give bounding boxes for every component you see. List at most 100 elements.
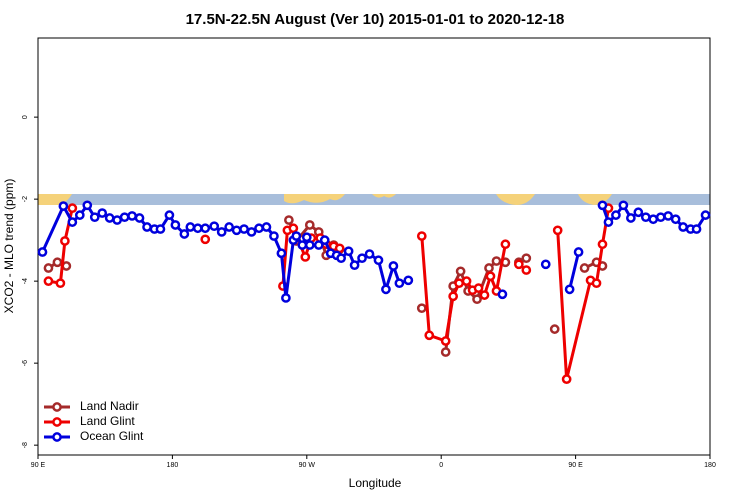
- data-point: [573, 247, 584, 257]
- y-tick-label: -8: [22, 442, 29, 448]
- data-point: [254, 223, 264, 234]
- data-point: [224, 222, 234, 232]
- data-point: [216, 227, 227, 237]
- data-point: [591, 278, 602, 289]
- data-point: [521, 253, 532, 264]
- data-point: [349, 260, 360, 271]
- land-patch: [496, 194, 535, 205]
- x-tick-label: 90 E: [568, 462, 583, 469]
- data-point: [43, 263, 54, 273]
- data-point: [284, 215, 294, 225]
- x-tick-label: 180: [704, 462, 716, 469]
- x-tick-label: 90 E: [31, 462, 46, 469]
- legend-label: Land Glint: [80, 414, 135, 428]
- data-point: [192, 223, 203, 234]
- data-point: [381, 284, 391, 295]
- data-point: [74, 210, 85, 220]
- data-point: [231, 225, 242, 236]
- data-point: [97, 208, 108, 218]
- data-point: [89, 212, 100, 223]
- data-point: [304, 240, 315, 250]
- plot-frame: [37, 37, 711, 456]
- data-point: [301, 232, 312, 243]
- data-point: [514, 259, 524, 270]
- data-point: [691, 224, 702, 234]
- data-point: [200, 223, 211, 234]
- data-point: [357, 253, 367, 264]
- y-axis-label: XCO2 - MLO trend (ppm): [2, 179, 16, 314]
- data-point: [104, 213, 115, 223]
- data-point: [640, 212, 651, 223]
- data-point: [700, 210, 711, 220]
- data-point: [497, 289, 508, 300]
- data-point: [246, 227, 257, 237]
- data-point: [164, 210, 175, 220]
- data-point: [276, 248, 287, 259]
- data-point: [37, 247, 48, 257]
- data-point: [500, 239, 511, 250]
- x-tick-label: 90 W: [299, 462, 316, 469]
- data-point: [142, 222, 152, 232]
- data-point: [416, 303, 427, 314]
- data-point: [611, 210, 621, 220]
- data-point: [55, 278, 66, 289]
- data-point: [552, 225, 563, 236]
- data-point: [618, 200, 629, 211]
- data-point: [155, 224, 166, 234]
- legend-marker: [52, 402, 62, 412]
- data-point: [549, 324, 560, 334]
- data-point: [561, 374, 572, 384]
- legend-marker: [52, 417, 62, 427]
- y-tick-label: -6: [22, 360, 29, 366]
- data-point: [43, 276, 54, 286]
- data-point: [448, 291, 458, 302]
- data-point: [343, 246, 354, 257]
- data-point: [484, 263, 494, 273]
- data-point: [239, 224, 249, 234]
- y-tick-label: -2: [22, 196, 29, 202]
- data-point: [200, 234, 211, 245]
- chart-title: 17.5N-22.5N August (Ver 10) 2015-01-01 t…: [186, 11, 565, 28]
- data-point: [288, 223, 299, 234]
- data-point: [670, 214, 681, 225]
- data-point: [633, 207, 644, 218]
- data-point: [281, 293, 291, 303]
- x-axis-label: Longitude: [349, 476, 402, 490]
- data-point: [304, 220, 315, 230]
- data-point: [313, 240, 324, 250]
- data-point: [269, 231, 279, 241]
- data-point: [473, 283, 484, 293]
- y-tick-label: 0: [22, 115, 29, 119]
- data-point: [424, 330, 435, 341]
- data-point: [291, 231, 302, 241]
- x-tick-label: 180: [167, 462, 179, 469]
- legend-label: Ocean Glint: [80, 429, 144, 443]
- data-point: [134, 213, 145, 223]
- data-point: [564, 284, 575, 295]
- data-point: [67, 217, 78, 227]
- data-point: [300, 252, 311, 262]
- data-point: [663, 211, 674, 221]
- data-point: [472, 294, 482, 305]
- data-point: [416, 231, 427, 241]
- data-point: [52, 257, 63, 268]
- data-point: [82, 200, 93, 211]
- data-point: [648, 214, 659, 225]
- data-point: [336, 253, 346, 264]
- data-point: [170, 220, 181, 230]
- data-point: [261, 222, 272, 232]
- data-point: [678, 222, 688, 232]
- data-point: [440, 336, 451, 346]
- land-ocean-strip: [38, 194, 710, 205]
- data-point: [603, 217, 614, 227]
- data-point: [364, 249, 375, 259]
- x-tick-label: 0: [439, 462, 443, 469]
- data-point: [579, 263, 590, 273]
- data-point: [479, 290, 490, 300]
- data-point: [597, 200, 608, 211]
- data-point: [485, 271, 496, 282]
- data-point: [454, 278, 464, 289]
- data-point: [119, 212, 130, 223]
